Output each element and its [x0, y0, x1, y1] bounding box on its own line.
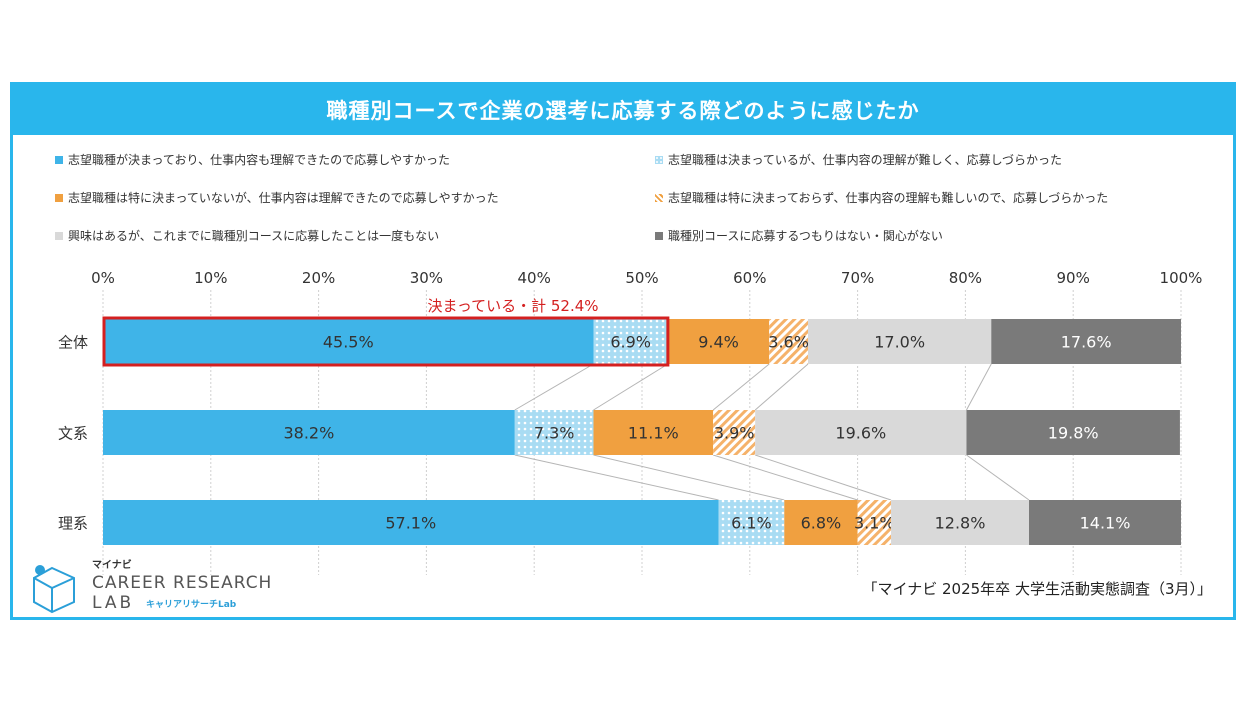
bar-segment	[593, 319, 668, 364]
bar-segment	[966, 410, 1180, 455]
data-label: 45.5%	[323, 333, 374, 352]
logo-dot-icon	[35, 565, 45, 575]
x-tick-label: 70%	[841, 269, 874, 287]
x-tick-label: 100%	[1160, 269, 1203, 287]
data-label: 57.1%	[385, 514, 436, 533]
connector-lines	[514, 363, 1030, 501]
data-label: 17.6%	[1061, 333, 1112, 352]
annotation: 決まっている・計 52.4%	[102, 297, 670, 367]
connector-line	[712, 454, 858, 501]
bar-segment	[1029, 500, 1181, 545]
legend-item-3: 志望職種は特に決まっていないが、仕事内容は理解できたので応募しやすかった	[55, 189, 499, 206]
data-label: 3.1%	[854, 514, 895, 533]
bar-segment	[103, 500, 719, 545]
legend-label-6: 職種別コースに応募するつもりはない・関心がない	[668, 229, 943, 243]
data-label: 9.4%	[698, 333, 739, 352]
chart-title: 職種別コースで企業の選考に応募する際どのように感じたか	[13, 85, 1233, 135]
bar-segment	[103, 410, 515, 455]
category-label: 理系	[58, 515, 88, 533]
annotation-label: 決まっている・計 52.4%	[427, 297, 598, 315]
bar-segment	[755, 410, 967, 455]
connector-line	[754, 363, 809, 411]
legend-item-6: 職種別コースに応募するつもりはない・関心がない	[655, 227, 943, 244]
legend-item-5: 興味はあるが、これまでに職種別コースに応募したことは一度もない	[55, 227, 439, 244]
connector-line	[514, 363, 594, 411]
legend-item-2: 志望職種は決まっているが、仕事内容の理解が難しく、応募しづらかった	[655, 151, 1062, 168]
source-note: 「マイナビ 2025年卒 大学生活動実態調査（3月）」	[862, 580, 1212, 598]
bar-segment	[718, 500, 785, 545]
connector-line	[966, 363, 992, 411]
data-label: 12.8%	[935, 514, 986, 533]
data-label: 7.3%	[534, 424, 575, 443]
data-label: 6.1%	[731, 514, 772, 533]
category-label: 全体	[58, 334, 88, 352]
x-tick-label: 30%	[410, 269, 443, 287]
data-label: 3.6%	[768, 333, 809, 352]
career-research-lab-logo: マイナビ CAREER RESEARCH LAB キャリアリサーチLab	[30, 556, 290, 620]
bar-segment	[891, 500, 1030, 545]
x-tick-label: 20%	[302, 269, 335, 287]
bar-segment	[769, 319, 809, 364]
logo-graphic: マイナビ CAREER RESEARCH LAB キャリアリサーチLab	[33, 558, 272, 614]
category-label: 文系	[58, 425, 88, 443]
connector-line	[712, 363, 770, 411]
legend-swatch-5	[55, 231, 63, 240]
legend-label-3: 志望職種は特に決まっていないが、仕事内容は理解できたので応募しやすかった	[68, 191, 499, 205]
logo-sub: キャリアリサーチLab	[146, 599, 237, 610]
bar-segment	[991, 319, 1181, 364]
connector-line	[514, 454, 719, 501]
bars: 45.5% 6.9% 9.4% 3.6% 17.0% 17.6% 38.2% 7.3% 11.1…	[103, 319, 1181, 545]
x-tick-label: 60%	[733, 269, 766, 287]
legend-label-4: 志望職種は特に決まっておらず、仕事内容の理解も難しいので、応募しづらかった	[668, 191, 1109, 205]
data-label: 3.9%	[714, 424, 755, 443]
legend-item-1: 志望職種が決まっており、仕事内容も理解できたので応募しやすかった	[55, 151, 450, 168]
data-label: 19.6%	[835, 424, 886, 443]
x-tick-label: 40%	[518, 269, 551, 287]
bar-segment	[667, 319, 770, 364]
x-tick-label: 80%	[949, 269, 982, 287]
legend-swatch-2	[655, 155, 663, 164]
bar-segment	[103, 319, 594, 364]
logo-top: マイナビ	[92, 558, 132, 571]
data-label: 14.1%	[1080, 514, 1131, 533]
data-label: 19.8%	[1048, 424, 1099, 443]
legend-swatch-4	[655, 193, 663, 202]
legend-label-1: 志望職種が決まっており、仕事内容も理解できたので応募しやすかった	[68, 153, 450, 167]
data-label: 38.2%	[283, 424, 334, 443]
bar-segment	[593, 410, 714, 455]
bar-segment	[857, 500, 892, 545]
bar-segment	[808, 319, 992, 364]
legend-item-4: 志望職種は特に決まっておらず、仕事内容の理解も難しいので、応募しづらかった	[655, 189, 1108, 206]
data-label: 17.0%	[874, 333, 925, 352]
legend-swatch-3	[55, 193, 63, 202]
legend-swatch-6	[655, 231, 663, 240]
legend-label-5: 興味はあるが、これまでに職種別コースに応募したことは一度もない	[68, 229, 440, 243]
legend-swatch-1	[55, 155, 63, 164]
x-tick-label: 90%	[1057, 269, 1090, 287]
annotation-box	[102, 316, 670, 367]
logo-line1: CAREER RESEARCH	[92, 573, 272, 593]
logo-line2: LAB	[92, 593, 134, 613]
x-axis-ticks: 0% 10% 20% 30% 40% 50% 60% 70% 80% 90% 100%	[91, 269, 1202, 287]
data-label: 6.8%	[801, 514, 842, 533]
x-tick-label: 50%	[625, 269, 658, 287]
connector-line	[593, 363, 669, 411]
bar-segment	[784, 500, 858, 545]
logo-cube-icon	[33, 566, 75, 614]
connector-line	[966, 454, 1030, 501]
x-tick-label: 10%	[194, 269, 227, 287]
bar-segment	[514, 410, 594, 455]
data-label: 11.1%	[628, 424, 679, 443]
connector-line	[755, 454, 892, 501]
bar-segment	[713, 410, 756, 455]
x-tick-label: 0%	[91, 269, 115, 287]
legend-label-2: 志望職種は決まっているが、仕事内容の理解が難しく、応募しづらかった	[668, 153, 1062, 167]
connector-line	[593, 454, 785, 501]
data-label: 6.9%	[610, 333, 651, 352]
